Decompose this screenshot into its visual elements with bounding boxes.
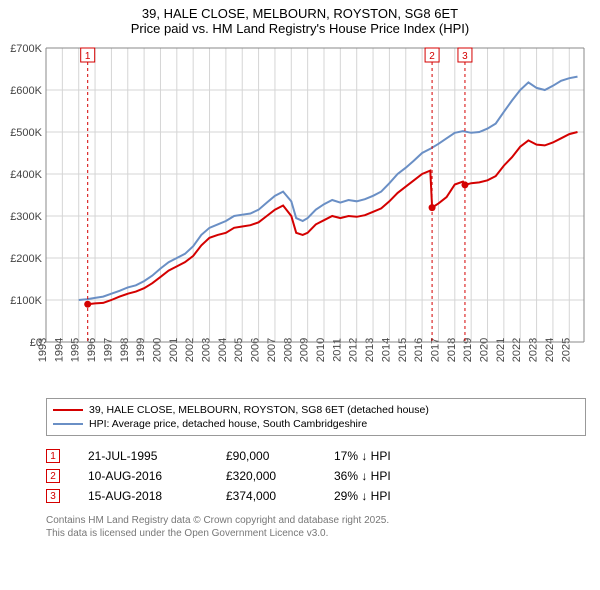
x-tick-label: 2004 xyxy=(217,338,229,362)
price-chart: £0£100K£200K£300K£400K£500K£600K£700K199… xyxy=(0,42,592,392)
y-tick-label: £600K xyxy=(10,85,42,97)
sale-price: £374,000 xyxy=(226,489,306,503)
sale-date: 21-JUL-1995 xyxy=(88,449,198,463)
sale-point xyxy=(461,181,468,188)
x-tick-label: 2021 xyxy=(495,338,507,362)
sale-marker-number: 2 xyxy=(429,51,435,62)
sale-marker-badge: 1 xyxy=(46,449,60,463)
title-line-2: Price paid vs. HM Land Registry's House … xyxy=(0,21,600,36)
x-tick-label: 1996 xyxy=(86,338,98,362)
attribution-line-2: This data is licensed under the Open Gov… xyxy=(46,527,586,540)
y-tick-label: £200K xyxy=(10,253,42,265)
x-tick-label: 2007 xyxy=(266,338,278,362)
x-tick-label: 2019 xyxy=(462,338,474,362)
x-tick-label: 2024 xyxy=(544,338,556,362)
chart-area: £0£100K£200K£300K£400K£500K£600K£700K199… xyxy=(0,42,592,392)
y-tick-label: £700K xyxy=(10,43,42,55)
x-tick-label: 2012 xyxy=(348,338,360,362)
x-tick-label: 2003 xyxy=(201,338,213,362)
x-tick-label: 2014 xyxy=(380,338,392,362)
x-tick-label: 2013 xyxy=(364,338,376,362)
sales-row: 1 21-JUL-1995 £90,000 17% ↓ HPI xyxy=(46,446,586,466)
chart-title: 39, HALE CLOSE, MELBOURN, ROYSTON, SG8 6… xyxy=(0,0,600,38)
legend-swatch xyxy=(53,409,83,411)
x-tick-label: 2018 xyxy=(446,338,458,362)
x-tick-label: 1997 xyxy=(102,338,114,362)
legend-label: 39, HALE CLOSE, MELBOURN, ROYSTON, SG8 6… xyxy=(89,403,429,417)
x-tick-label: 2010 xyxy=(315,338,327,362)
sales-row: 2 10-AUG-2016 £320,000 36% ↓ HPI xyxy=(46,466,586,486)
sale-date: 10-AUG-2016 xyxy=(88,469,198,483)
x-tick-label: 2023 xyxy=(528,338,540,362)
y-tick-label: £300K xyxy=(10,211,42,223)
sale-marker-number: 1 xyxy=(85,51,91,62)
sales-row: 3 15-AUG-2018 £374,000 29% ↓ HPI xyxy=(46,486,586,506)
x-tick-label: 1993 xyxy=(37,338,49,362)
legend-swatch xyxy=(53,423,83,425)
legend: 39, HALE CLOSE, MELBOURN, ROYSTON, SG8 6… xyxy=(46,398,586,436)
x-tick-label: 1994 xyxy=(53,338,65,362)
y-tick-label: £400K xyxy=(10,169,42,181)
x-tick-label: 2015 xyxy=(397,338,409,362)
sale-hpi-diff: 36% ↓ HPI xyxy=(334,469,391,483)
x-tick-label: 2020 xyxy=(479,338,491,362)
sale-price: £320,000 xyxy=(226,469,306,483)
x-tick-label: 2005 xyxy=(233,338,245,362)
legend-row: HPI: Average price, detached house, Sout… xyxy=(53,417,579,431)
sale-marker-badge: 3 xyxy=(46,489,60,503)
x-tick-label: 2022 xyxy=(511,338,523,362)
sale-hpi-diff: 29% ↓ HPI xyxy=(334,489,391,503)
x-tick-label: 2002 xyxy=(184,338,196,362)
x-tick-label: 2016 xyxy=(413,338,425,362)
legend-row: 39, HALE CLOSE, MELBOURN, ROYSTON, SG8 6… xyxy=(53,403,579,417)
x-tick-label: 2025 xyxy=(560,338,572,362)
x-tick-label: 2006 xyxy=(250,338,262,362)
sale-date: 15-AUG-2018 xyxy=(88,489,198,503)
y-tick-label: £500K xyxy=(10,127,42,139)
title-line-1: 39, HALE CLOSE, MELBOURN, ROYSTON, SG8 6… xyxy=(0,6,600,21)
sale-marker-number: 3 xyxy=(462,51,468,62)
sale-price: £90,000 xyxy=(226,449,306,463)
sale-marker-badge: 2 xyxy=(46,469,60,483)
x-tick-label: 2017 xyxy=(429,338,441,362)
legend-label: HPI: Average price, detached house, Sout… xyxy=(89,417,367,431)
sales-table: 1 21-JUL-1995 £90,000 17% ↓ HPI 2 10-AUG-2016… xyxy=(46,446,586,506)
attribution: Contains HM Land Registry data © Crown c… xyxy=(46,514,586,540)
sale-point xyxy=(429,204,436,211)
x-tick-label: 1998 xyxy=(119,338,131,362)
x-tick-label: 2000 xyxy=(151,338,163,362)
x-tick-label: 2008 xyxy=(282,338,294,362)
x-tick-label: 2001 xyxy=(168,338,180,362)
sale-point xyxy=(84,301,91,308)
attribution-line-1: Contains HM Land Registry data © Crown c… xyxy=(46,514,586,527)
x-tick-label: 1995 xyxy=(70,338,82,362)
sale-hpi-diff: 17% ↓ HPI xyxy=(334,449,391,463)
x-tick-label: 2009 xyxy=(299,338,311,362)
x-tick-label: 1999 xyxy=(135,338,147,362)
y-tick-label: £100K xyxy=(10,295,42,307)
